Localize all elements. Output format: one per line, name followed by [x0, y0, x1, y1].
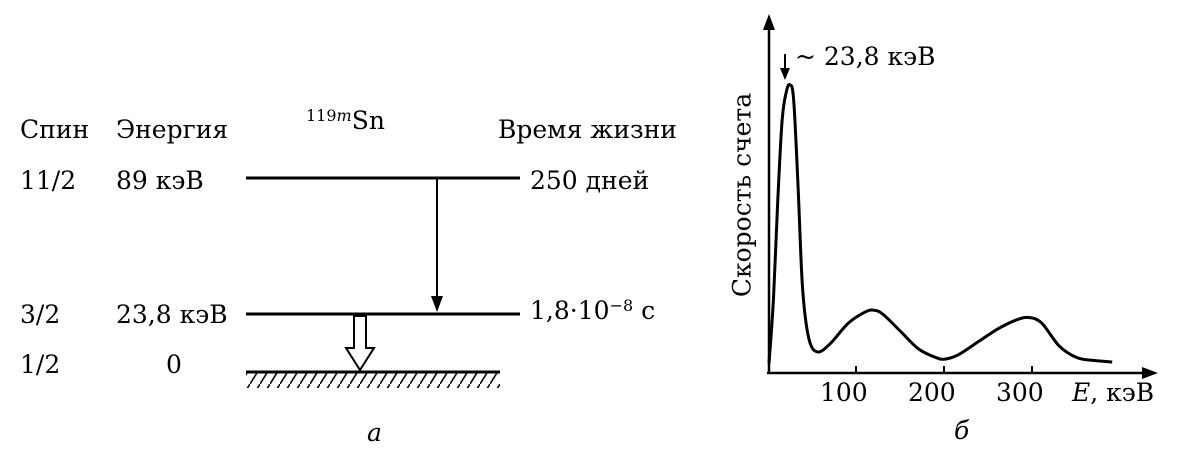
x-axis-symbol: E: [1072, 378, 1091, 407]
lifetime-unit: с: [641, 296, 656, 325]
level-spin-3-2: 3/2: [20, 300, 61, 329]
y-axis: [763, 14, 775, 374]
panel-b-caption: б: [954, 416, 970, 445]
gamma-emission-arrow-icon: [344, 315, 376, 372]
isotope-meta: m: [336, 106, 352, 125]
lifetime-mantissa: 1,8·10: [530, 296, 610, 325]
transition-arrow-icon: [431, 178, 443, 312]
x-tick-300: 300: [996, 378, 1044, 407]
x-axis-unit: , кэВ: [1090, 378, 1155, 407]
level-energy-23-8: 23,8 кэВ: [116, 300, 228, 329]
level-energy-0: 0: [166, 350, 182, 379]
panel-a-caption: а: [367, 418, 382, 447]
spectrum-curve: [767, 82, 1113, 364]
level-lifetime-short: 1,8·10−8 с: [530, 296, 656, 325]
level-lifetime-250: 250 дней: [530, 166, 650, 195]
peak-annotation: ~ 23,8 кэВ: [795, 42, 936, 71]
x-axis-label: E, кэВ: [1072, 380, 1154, 405]
energy-column-header: Энергия: [116, 115, 229, 144]
x-tick-200: 200: [908, 378, 956, 407]
peak-marker-arrow-icon: [780, 54, 790, 80]
isotope-mass: 119: [306, 106, 337, 125]
isotope-symbol: Sn: [351, 106, 385, 135]
spin-column-header: Спин: [20, 115, 90, 144]
x-tick-100: 100: [820, 378, 868, 407]
level-spin-11-2: 11/2: [20, 166, 77, 195]
level-energy-89: 89 кэВ: [116, 166, 204, 195]
lifetime-exponent: −8: [609, 296, 634, 315]
ground-hatching: [246, 372, 500, 388]
x-axis: [767, 367, 1158, 379]
isotope-label: 119mSn: [306, 106, 385, 135]
level-spin-1-2: 1/2: [20, 350, 61, 379]
lifetime-column-header: Время жизни: [498, 115, 677, 144]
